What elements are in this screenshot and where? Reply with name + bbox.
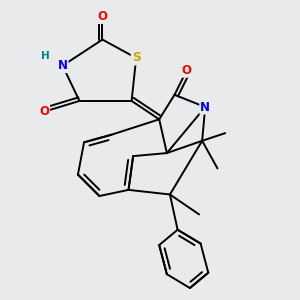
Text: O: O [182, 64, 192, 77]
Text: N: N [58, 59, 68, 72]
Text: H: H [41, 52, 50, 61]
Text: N: N [200, 100, 210, 114]
Text: O: O [98, 10, 107, 23]
Text: S: S [132, 52, 141, 64]
Text: O: O [39, 105, 49, 118]
